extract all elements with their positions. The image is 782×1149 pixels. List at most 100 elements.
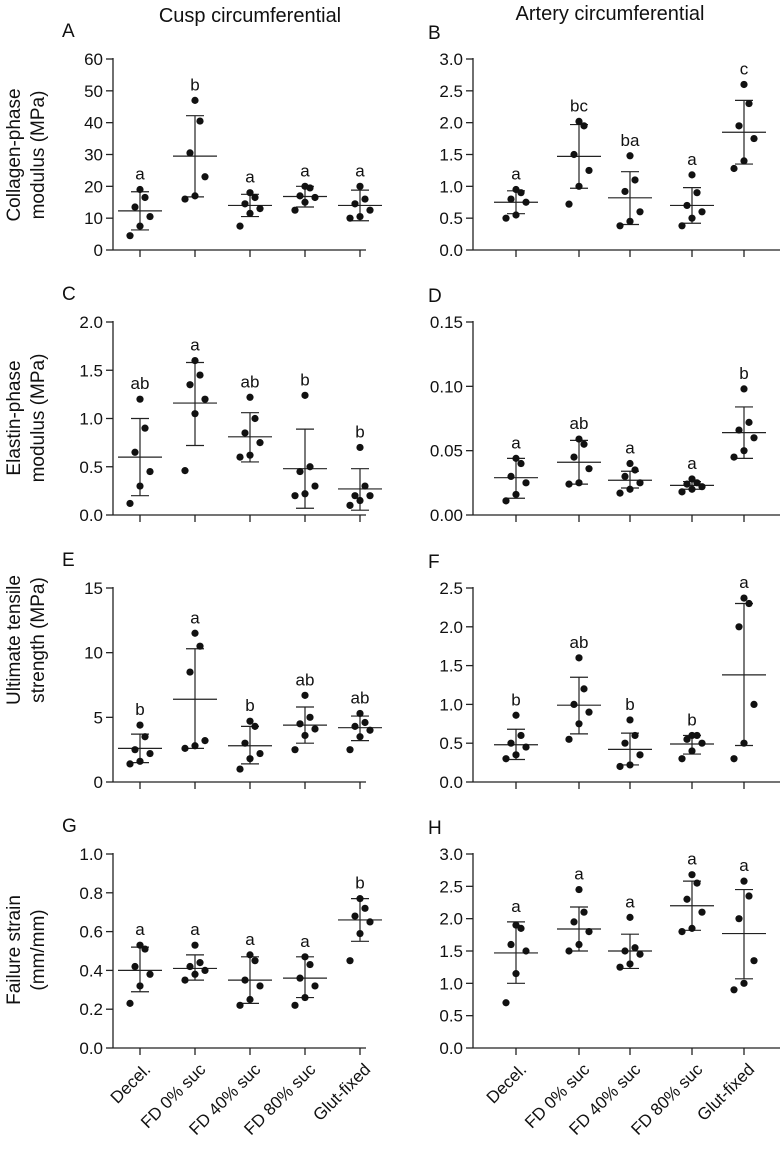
data-point (311, 982, 319, 990)
panel-b: B 0.0 0.5 1.0 1.5 2.0 2.5 3.0 a bc ba a c (428, 23, 780, 260)
data-point (346, 746, 354, 754)
data-point (126, 760, 134, 768)
significance-letter: a (245, 930, 255, 949)
data-point (301, 691, 309, 699)
data-point (616, 222, 624, 230)
data-point (698, 208, 706, 216)
group-2: a (173, 608, 217, 752)
data-point (745, 892, 753, 900)
data-point (361, 904, 369, 912)
data-point (306, 713, 314, 721)
data-point (570, 700, 578, 709)
data-point (565, 947, 573, 955)
data-point (512, 490, 520, 499)
data-point (306, 463, 314, 471)
panel-f: F 0.0 0.5 1.0 1.5 2.0 2.5 b ab b b a (428, 552, 780, 792)
data-point (621, 187, 629, 196)
ylabel-line-2: strength (MPa) (28, 577, 49, 703)
data-point (191, 941, 199, 949)
ylabel-line-2: (mm/mm) (28, 909, 49, 990)
data-point (366, 726, 374, 734)
data-point (745, 99, 753, 108)
data-point (631, 944, 639, 952)
panel-letter: A (62, 21, 75, 42)
data-point (141, 193, 149, 202)
data-point (246, 755, 254, 763)
significance-letter: a (245, 168, 255, 187)
data-point (196, 959, 204, 967)
data-point (146, 970, 154, 978)
data-point (246, 995, 254, 1004)
data-point (241, 429, 249, 437)
group-1: a (494, 433, 538, 505)
data-point (296, 192, 304, 200)
significance-letter: a (687, 150, 697, 169)
data-point (688, 747, 696, 755)
data-point (186, 149, 194, 157)
data-point (570, 150, 578, 159)
data-point (351, 912, 359, 920)
group-5: ab (338, 688, 382, 754)
y-tick-label: 1.0 (79, 845, 103, 864)
data-point (181, 976, 189, 984)
group-1: a (494, 165, 538, 222)
data-point (678, 928, 686, 936)
significance-letter: a (574, 865, 584, 884)
data-point (181, 467, 189, 475)
data-point (146, 212, 154, 221)
data-point (631, 466, 639, 474)
x-category-label: Glut-fixed (309, 1060, 374, 1125)
ylabel-line-2: modulus (MPa) (28, 354, 49, 483)
data-point (301, 198, 309, 206)
significance-letter: b (135, 700, 144, 719)
significance-letter: b (739, 364, 748, 383)
x-category-label: Glut-fixed (693, 1060, 758, 1125)
data-point (750, 957, 758, 965)
data-point (356, 212, 364, 221)
data-point (621, 739, 629, 747)
significance-letter: ab (241, 372, 260, 391)
data-point (356, 895, 364, 903)
group-3: ab (228, 372, 272, 463)
data-point (570, 918, 578, 926)
group-5: a (722, 856, 766, 994)
row-ylabel-collagen: Collagen-phase modulus (MPa) (4, 88, 49, 221)
data-point (356, 496, 364, 505)
data-point (678, 222, 686, 230)
group-1: ab (118, 374, 162, 508)
data-point (351, 722, 359, 730)
x-category-label: Decel. (483, 1060, 531, 1108)
y-tick-label: 0.5 (439, 734, 463, 753)
data-point (291, 746, 299, 754)
significance-letter: b (687, 710, 696, 729)
data-point (246, 189, 254, 197)
data-point (291, 1001, 299, 1009)
y-tick-label: 2.5 (439, 877, 463, 896)
y-tick-label: 0.5 (439, 1007, 463, 1026)
data-point (366, 206, 374, 214)
group-2: bc (557, 96, 601, 208)
data-point (575, 117, 583, 125)
significance-letter: b (245, 696, 254, 715)
data-point (296, 720, 304, 728)
data-point (626, 217, 634, 225)
data-point (750, 134, 758, 143)
group-4: a (283, 932, 327, 1009)
y-tick-label: 3.0 (439, 845, 463, 864)
panel-a: A 0 10 20 30 40 50 60 a b a a a (62, 21, 382, 260)
data-point (740, 594, 748, 602)
significance-letter: a (300, 932, 310, 951)
group-4: a (670, 850, 714, 936)
group-3: b (608, 695, 652, 771)
y-tick-label: 5 (94, 708, 103, 727)
data-point (136, 757, 144, 765)
data-point (693, 479, 701, 487)
data-point (570, 453, 578, 461)
data-point (631, 731, 639, 740)
data-point (191, 970, 199, 978)
data-point (136, 721, 144, 729)
data-point (301, 182, 309, 190)
data-point (507, 739, 515, 747)
